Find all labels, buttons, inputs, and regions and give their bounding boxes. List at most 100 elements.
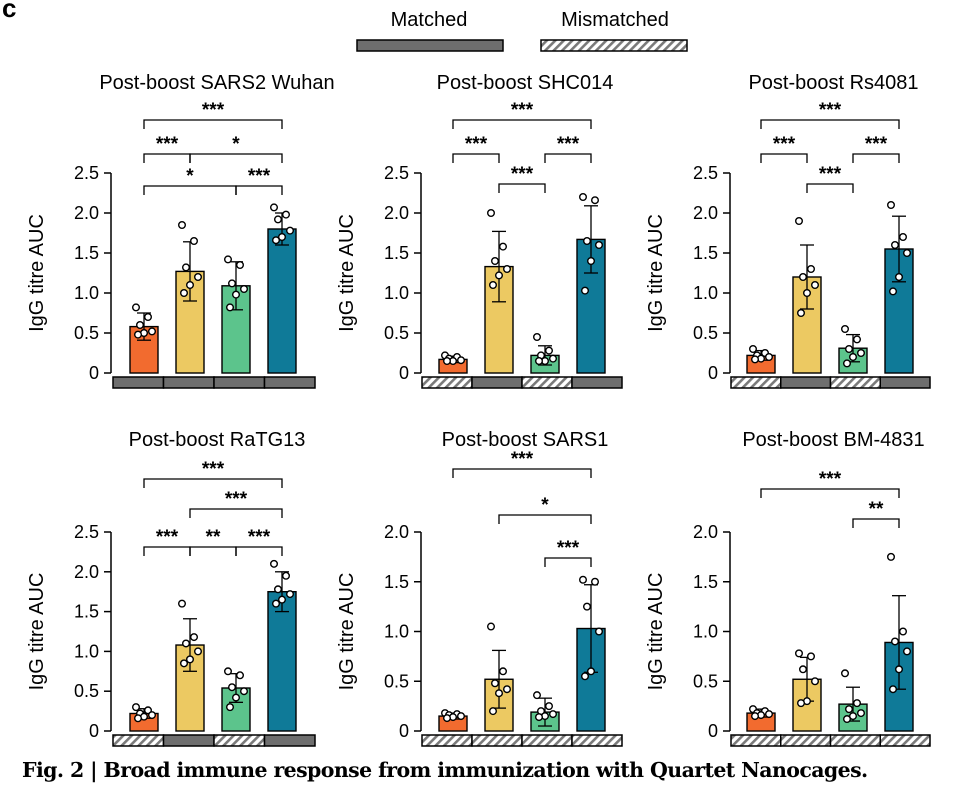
- significance-label: ***: [773, 134, 796, 155]
- condition-segment-mismatched: [730, 376, 782, 389]
- data-point: [239, 285, 248, 294]
- data-point: [443, 357, 452, 366]
- y-tick-label: 2.0: [74, 562, 99, 582]
- data-point: [765, 710, 774, 719]
- data-point: [231, 693, 240, 702]
- data-point: [579, 192, 588, 201]
- chart-title: Post-boost BM-4831: [742, 429, 924, 451]
- data-point: [751, 712, 760, 721]
- data-point: [749, 345, 758, 354]
- data-point: [903, 248, 912, 257]
- chart-title: Post-boost SHC014: [437, 72, 614, 94]
- condition-segment-mismatched: [730, 734, 782, 747]
- y-axis-label: IgG titre AUC: [26, 573, 48, 691]
- data-point: [457, 356, 466, 365]
- significance-label: *: [541, 495, 549, 516]
- significance-bracket: [544, 557, 592, 567]
- significance-bracket: [452, 153, 500, 163]
- data-point: [843, 715, 852, 724]
- significance-bracket: [498, 514, 592, 524]
- data-point: [286, 226, 295, 235]
- significance-bracket: [143, 546, 191, 556]
- y-tick-label: 2.5: [693, 163, 718, 183]
- data-point: [223, 255, 232, 264]
- y-tick-label: 2.5: [74, 163, 99, 183]
- data-point: [579, 575, 588, 584]
- data-point: [147, 327, 156, 336]
- data-point: [583, 236, 592, 245]
- significance-label: ***: [819, 469, 842, 490]
- data-point: [887, 200, 896, 209]
- data-point: [587, 667, 596, 676]
- condition-segment-mismatched: [471, 734, 523, 747]
- data-point: [177, 599, 186, 608]
- chart-title: Post-boost Rs4081: [748, 72, 918, 94]
- data-point: [282, 571, 291, 580]
- y-tick-label: 2.5: [384, 163, 409, 183]
- significance-bracket: [235, 546, 283, 556]
- condition-segment-matched: [162, 734, 215, 747]
- bar: [175, 270, 205, 374]
- significance-label: *: [232, 134, 240, 155]
- data-point: [499, 242, 508, 251]
- data-point: [193, 273, 202, 282]
- data-point: [811, 677, 820, 686]
- significance-label: ***: [557, 538, 580, 559]
- panel-label: c: [2, 0, 16, 23]
- data-point: [133, 330, 142, 339]
- data-point: [889, 287, 898, 296]
- data-point: [799, 273, 808, 282]
- significance-bracket: [235, 185, 283, 195]
- y-tick-label: 1.5: [384, 572, 409, 592]
- significance-bracket: [852, 153, 900, 163]
- data-point: [278, 595, 287, 604]
- bar: [267, 228, 297, 374]
- significance-label: ***: [557, 134, 580, 155]
- legend-label-mismatched: Mismatched: [561, 9, 669, 31]
- y-tick-label: 1.0: [74, 641, 99, 661]
- condition-segment-matched: [263, 376, 316, 389]
- data-point: [443, 714, 452, 723]
- chart-panels: Post-boost SARS2 Wuhan IgG titre AUC 0 0.5 1…: [26, 72, 931, 747]
- data-point: [887, 552, 896, 561]
- data-point: [227, 279, 236, 288]
- data-point: [811, 281, 820, 290]
- y-tick-label: 2.0: [384, 203, 409, 223]
- significance-label: ***: [511, 449, 534, 470]
- data-point: [143, 313, 152, 322]
- significance-label: ***: [156, 527, 179, 548]
- condition-segment-mismatched: [879, 734, 931, 747]
- y-axis-label: IgG titre AUC: [645, 573, 667, 691]
- legend: Matched Mismatched: [356, 9, 688, 52]
- significance-bracket: [498, 183, 546, 193]
- data-point: [131, 703, 140, 712]
- data-point: [857, 349, 866, 358]
- y-tick-label: 2.0: [693, 522, 718, 542]
- data-point: [591, 577, 600, 586]
- chart-panel-1: Post-boost SARS2 Wuhan IgG titre AUC 0 0.5 1…: [26, 72, 335, 389]
- data-point: [545, 702, 554, 711]
- condition-segment-matched: [112, 376, 165, 389]
- data-point: [185, 281, 194, 290]
- y-axis-label: IgG titre AUC: [336, 214, 358, 332]
- data-point: [765, 353, 774, 362]
- data-point: [853, 335, 862, 344]
- data-point: [270, 203, 279, 212]
- data-point: [179, 289, 188, 298]
- data-point: [581, 672, 590, 681]
- y-tick-label: 0.5: [74, 323, 99, 343]
- data-point: [286, 590, 295, 599]
- data-point: [899, 627, 908, 636]
- condition-segment-matched: [471, 376, 523, 389]
- data-point: [843, 359, 852, 368]
- chart-panel-3: Post-boost Rs4081 IgG titre AUC 0 0.5 1.0 1.5…: [645, 72, 931, 389]
- data-point: [807, 265, 816, 274]
- significance-label: ***: [819, 100, 842, 121]
- y-tick-label: 2.0: [693, 203, 718, 223]
- data-point: [193, 647, 202, 656]
- data-point: [235, 671, 244, 680]
- data-point: [491, 679, 500, 688]
- data-point: [899, 232, 908, 241]
- data-point: [489, 281, 498, 290]
- y-tick-label: 0: [89, 721, 99, 741]
